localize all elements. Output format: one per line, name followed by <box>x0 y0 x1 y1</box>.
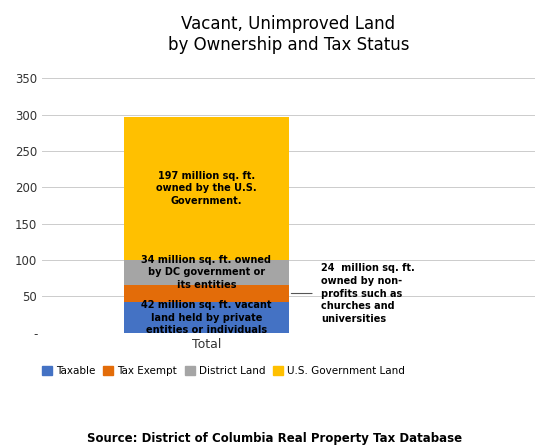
Text: 42 million sq. ft. vacant
land held by private
entities or individuals: 42 million sq. ft. vacant land held by p… <box>141 299 272 335</box>
Text: 34 million sq. ft. owned
by DC government or
its entities: 34 million sq. ft. owned by DC governmen… <box>141 255 271 290</box>
Bar <box>124 260 289 285</box>
Bar <box>124 302 289 333</box>
Bar <box>124 285 289 302</box>
Title: Vacant, Unimproved Land
by Ownership and Tax Status: Vacant, Unimproved Land by Ownership and… <box>168 15 409 54</box>
Text: Source: District of Columbia Real Property Tax Database: Source: District of Columbia Real Proper… <box>87 432 463 445</box>
Legend: Taxable, Tax Exempt, District Land, U.S. Government Land: Taxable, Tax Exempt, District Land, U.S.… <box>37 362 410 380</box>
Bar <box>124 117 289 260</box>
Text: 24  million sq. ft.
owned by non-
profits such as
churches and
universities: 24 million sq. ft. owned by non- profits… <box>321 263 415 324</box>
Text: 197 million sq. ft.
owned by the U.S.
Government.: 197 million sq. ft. owned by the U.S. Go… <box>156 171 257 206</box>
